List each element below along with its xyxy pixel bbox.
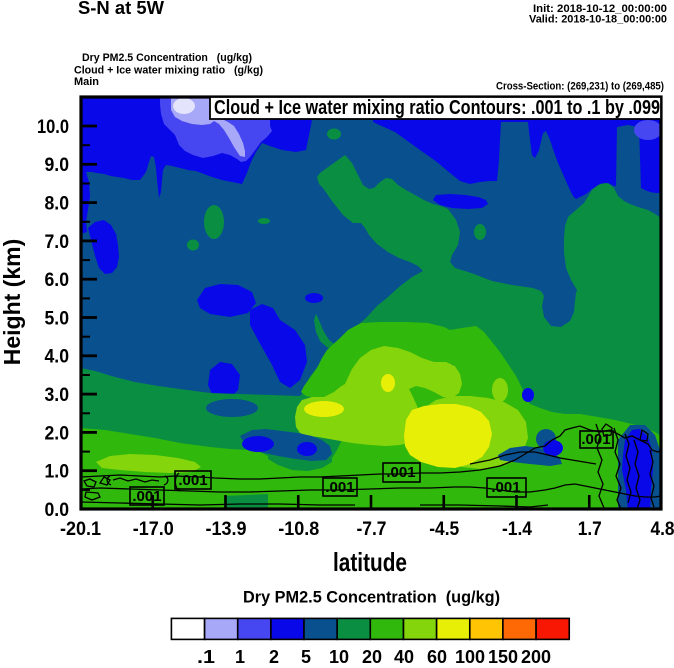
- svg-text:Main: Main: [74, 76, 99, 88]
- svg-text:150: 150: [488, 647, 518, 667]
- svg-text:.001: .001: [491, 479, 520, 496]
- svg-text:1.7: 1.7: [578, 519, 602, 540]
- svg-text:5.0: 5.0: [45, 308, 70, 329]
- svg-text:-10.8: -10.8: [278, 519, 319, 540]
- svg-text:Dry PM2.5 Concentration (ug/: Dry PM2.5 Concentration (ug/kg): [82, 52, 252, 64]
- svg-text:.001: .001: [325, 479, 354, 496]
- svg-text:1.0: 1.0: [45, 462, 70, 483]
- svg-text:4.0: 4.0: [45, 347, 70, 368]
- svg-text:-17.0: -17.0: [133, 519, 174, 540]
- svg-text:20: 20: [362, 647, 382, 667]
- svg-text:.001: .001: [386, 464, 415, 481]
- svg-text:4.8: 4.8: [651, 519, 674, 540]
- svg-text:.1: .1: [197, 647, 215, 667]
- svg-text:2: 2: [269, 647, 279, 667]
- svg-text:-20.1: -20.1: [60, 519, 101, 540]
- svg-text:.001: .001: [132, 488, 161, 505]
- svg-text:200: 200: [521, 647, 551, 667]
- svg-text:2.0: 2.0: [45, 423, 70, 444]
- svg-text:-1.4: -1.4: [502, 519, 532, 540]
- svg-text:10: 10: [329, 647, 349, 667]
- svg-text:Cloud + Ice water mixing ratio: Cloud + Ice water mixing ratio (g/kg): [74, 65, 263, 77]
- svg-text:-13.9: -13.9: [206, 519, 247, 540]
- svg-text:-7.7: -7.7: [357, 519, 387, 540]
- svg-text:40: 40: [394, 647, 414, 667]
- svg-text:Cloud + Ice water mixing ratio: Cloud + Ice water mixing ratio Contours:…: [214, 96, 660, 119]
- svg-text:3.0: 3.0: [45, 385, 70, 406]
- svg-text:.001: .001: [178, 472, 207, 489]
- svg-text:Height (km): Height (km): [0, 239, 25, 366]
- svg-text:Cross-Section: (269,231) to (2: Cross-Section: (269,231) to (269,485): [496, 81, 664, 93]
- svg-text:5: 5: [301, 647, 311, 667]
- svg-text:6.0: 6.0: [45, 270, 70, 291]
- svg-text:0.0: 0.0: [45, 500, 70, 521]
- svg-text:9.0: 9.0: [45, 155, 70, 176]
- svg-text:100: 100: [455, 647, 485, 667]
- svg-text:Init: 2018-10-12_00:00:00: Init: 2018-10-12_00:00:00: [533, 3, 667, 15]
- svg-text:60: 60: [427, 647, 447, 667]
- svg-text:1: 1: [235, 647, 245, 667]
- svg-text:S-N at 5W: S-N at 5W: [78, 0, 164, 18]
- svg-text:8.0: 8.0: [45, 194, 70, 215]
- svg-text:10.0: 10.0: [37, 117, 69, 138]
- svg-text:Valid: 2018-10-18_00:00:00: Valid: 2018-10-18_00:00:00: [529, 14, 667, 26]
- svg-text:Dry PM2.5 Concentration (ug/k: Dry PM2.5 Concentration (ug/kg): [243, 589, 500, 607]
- svg-text:7.0: 7.0: [45, 232, 70, 253]
- svg-text:latitude: latitude: [333, 547, 407, 577]
- svg-text:-4.5: -4.5: [429, 519, 459, 540]
- svg-text:.001: .001: [581, 431, 610, 448]
